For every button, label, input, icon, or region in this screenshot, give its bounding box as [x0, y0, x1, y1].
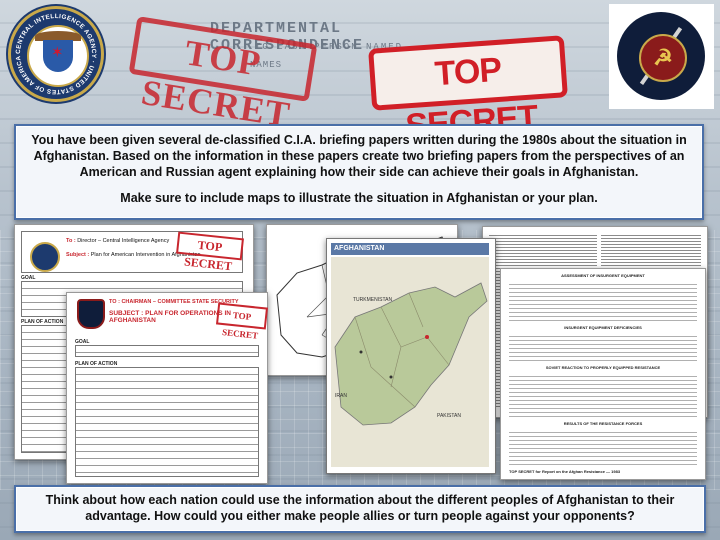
- russian-mini-stamp: TOP SECRET: [215, 302, 269, 341]
- map-label-iran: IRAN: [335, 393, 347, 399]
- map-label-pakistan: PAKISTAN: [437, 413, 461, 419]
- russian-plan-label: PLAN OF ACTION: [75, 361, 118, 367]
- cia-seal-icon: CENTRAL INTELLIGENCE AGENCY · UNITED STA…: [8, 6, 104, 102]
- subject-label: Subject :: [66, 252, 90, 258]
- kgb-shield-icon: ☭: [617, 12, 705, 100]
- department-subheading: TO LAST PERSON NAMED: [255, 42, 404, 52]
- hammer-sickle-icon: ☭: [653, 45, 673, 70]
- to-label: To :: [66, 238, 76, 244]
- briefing-subheading-1: INSURGENT EQUIPMENT DEFICIENCIES: [564, 325, 642, 330]
- instructions-text: You have been given several de-classifie…: [31, 133, 687, 179]
- eagle-icon: [35, 31, 81, 41]
- afghanistan-color-map: TURKMENISTAN IRAN PAKISTAN: [331, 257, 489, 467]
- to-value: Director – Central Intelligence Agency: [77, 238, 170, 244]
- briefing-footer: TOP SECRET for Report on the Afghan Resi…: [509, 469, 621, 474]
- department-subheading-names: NAMES: [250, 60, 283, 70]
- russian-to-label: TO :: [109, 299, 120, 305]
- subject-value: Plan for American Intervention in Afghan…: [90, 252, 203, 258]
- briefing-heading: ASSESSMENT OF INSURGENT EQUIPMENT: [561, 273, 645, 278]
- question-panel: Think about how each nation could use th…: [14, 485, 706, 533]
- briefing-subheading-3: RESULTS OF THE RESISTANCE FORCES: [563, 421, 643, 426]
- instructions-map-note: Make sure to include maps to illustrate …: [120, 191, 598, 205]
- goal-label: GOAL: [21, 275, 36, 281]
- map-title: AFGHANISTAN: [331, 243, 489, 255]
- briefing-subheading-2: SOVIET REACTION TO PROPERLY EQUIPPED RES…: [545, 365, 661, 370]
- briefing-text-document-front: ASSESSMENT OF INSURGENT EQUIPMENT INSURG…: [500, 268, 706, 480]
- russian-to-value: CHAIRMAN – COMMITTEE STATE SECURITY: [121, 299, 239, 305]
- russian-subject-label: SUBJECT :: [109, 310, 144, 317]
- russian-goal-label: GOAL: [75, 339, 90, 345]
- kgb-seal-small-icon: [77, 299, 105, 329]
- question-text: Think about how each nation could use th…: [45, 493, 675, 523]
- afghanistan-color-map-document: AFGHANISTAN TURKMENISTAN IRAN PAKISTAN: [326, 238, 496, 474]
- plan-label: PLAN OF ACTION: [21, 319, 64, 325]
- department-heading: DEPARTMENTAL CORRESPONDENCE: [210, 20, 365, 54]
- shield-icon: [43, 40, 73, 72]
- russian-subject-value: PLAN FOR OPERATIONS IN AFGHANISTAN: [109, 310, 231, 324]
- cia-seal-small-icon: [30, 242, 60, 272]
- instructions-panel: You have been given several de-classifie…: [14, 124, 704, 220]
- map-label-turkmenistan: TURKMENISTAN: [353, 297, 392, 303]
- russian-briefing-template: TO : CHAIRMAN – COMMITTEE STATE SECURITY…: [66, 292, 269, 484]
- compass-star-icon: ✶: [51, 44, 64, 61]
- kgb-emblem: ☭: [609, 4, 714, 109]
